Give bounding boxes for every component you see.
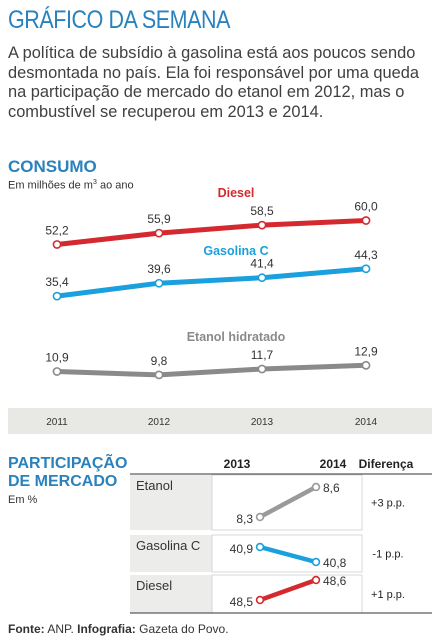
source-line: Fonte: ANP. Infografia: Gazeta do Povo.: [8, 622, 229, 636]
data-label: 58,5: [250, 204, 274, 218]
data-point: [311, 482, 321, 492]
row-plot-cell: [211, 574, 363, 614]
data-point: [154, 370, 164, 380]
x-tick-label: 2011: [46, 417, 68, 428]
consumo-title: CONSUMO: [8, 157, 97, 176]
row-label: Diesel: [136, 578, 172, 593]
kicker-title: GRÁFICO DA SEMANA: [8, 6, 231, 34]
data-point: [361, 216, 371, 225]
data-point: [52, 291, 62, 301]
data-label: 48,5: [230, 595, 254, 609]
source-label: Fonte:: [8, 622, 45, 636]
data-point: [311, 575, 321, 585]
unit-prefix: Em milhões de m: [8, 179, 93, 192]
data-label: 40,9: [230, 542, 254, 556]
series-line-2: [54, 362, 369, 378]
data-label: 55,9: [147, 212, 171, 226]
row-label: Gasolina C: [136, 538, 200, 553]
x-tick-label: 2012: [148, 417, 171, 428]
data-label: 52,2: [45, 223, 69, 237]
data-label: 10,9: [45, 350, 69, 364]
row-label-cell: [130, 535, 212, 572]
share-line: [257, 484, 319, 520]
unit-sup: 3: [92, 179, 97, 186]
data-label: 48,6: [323, 574, 347, 588]
row-label-cell: [130, 475, 212, 530]
infografia-text: Gazeta do Povo.: [135, 622, 229, 636]
difference-value: -1 p.p.: [372, 549, 403, 561]
share-line: [257, 544, 319, 565]
year-header: 2013: [224, 457, 251, 471]
data-point: [311, 557, 321, 567]
series-line-0: [54, 218, 369, 247]
data-point: [257, 364, 267, 374]
data-point: [257, 220, 267, 230]
difference-header: Diferença: [359, 457, 414, 471]
participacao-title: PARTICIPAÇÃO DE MERCADO: [8, 455, 128, 490]
data-point: [255, 595, 265, 605]
share-line: [257, 577, 319, 603]
row-label-cell: [130, 575, 212, 613]
data-label: 35,4: [45, 275, 69, 289]
data-label: 44,3: [354, 248, 378, 262]
data-point: [361, 360, 371, 370]
series-name-1: Gasolina C: [203, 244, 268, 258]
data-point: [154, 228, 164, 238]
series-name-2: Etanol hidratado: [187, 330, 286, 344]
consumo-unit: Em milhões de m3 ao ano: [8, 179, 134, 192]
data-label: 39,6: [147, 262, 171, 276]
row-label: Etanol: [136, 478, 173, 493]
data-label: 8,3: [236, 512, 253, 526]
participacao-unit: Em %: [8, 494, 38, 506]
intro-text: A política de subsídio à gasolina está a…: [8, 44, 419, 121]
data-label: 40,8: [323, 556, 347, 570]
data-point: [361, 264, 371, 274]
unit-suffix: ao ano: [96, 179, 134, 192]
data-label: 41,4: [250, 257, 274, 271]
difference-value: +1 p.p.: [371, 589, 405, 601]
x-tick-label: 2013: [251, 417, 274, 428]
data-label: 9,8: [151, 354, 168, 368]
series-name-0: Diesel: [218, 186, 255, 200]
infografia-label: Infografia:: [77, 622, 136, 636]
data-label: 8,6: [323, 481, 340, 495]
data-point: [255, 542, 265, 552]
x-tick-label: 2014: [355, 417, 378, 428]
data-point: [257, 273, 267, 283]
data-point: [255, 512, 265, 522]
data-label: 11,7: [251, 348, 274, 362]
data-point: [52, 367, 62, 376]
data-point: [52, 240, 62, 249]
year-header: 2014: [320, 457, 347, 471]
difference-value: +3 p.p.: [371, 498, 405, 510]
source-text: ANP.: [44, 622, 78, 636]
series-line-1: [54, 266, 369, 299]
data-point: [154, 278, 164, 288]
data-label: 60,0: [354, 200, 378, 214]
data-label: 12,9: [354, 344, 378, 358]
x-axis-band: [8, 408, 432, 434]
